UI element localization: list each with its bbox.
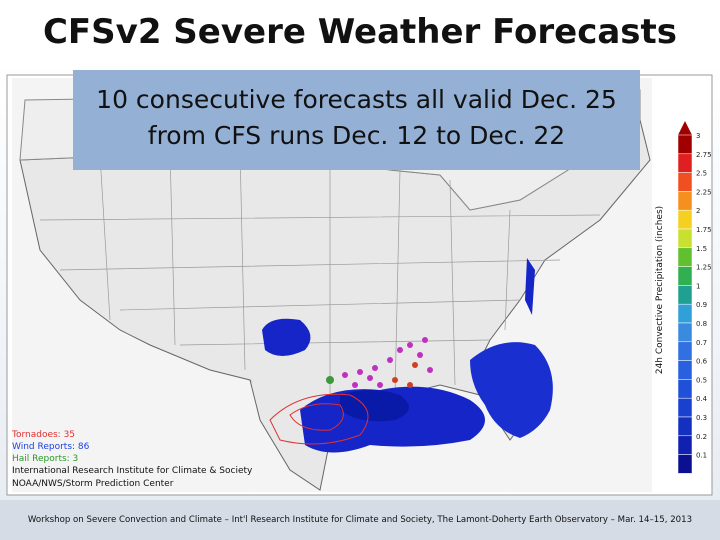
colorbar-label: 1.5 xyxy=(696,245,707,253)
storm-reports xyxy=(326,337,433,388)
colorbar-cell xyxy=(677,435,693,455)
hail-count: Hail Reports: 3 xyxy=(12,454,78,464)
colorbar-cell xyxy=(677,454,693,474)
colorbar-cell xyxy=(677,285,693,305)
colorbar-title: 24h Convective Precipitation (inches) xyxy=(655,206,665,374)
colorbar-cell xyxy=(677,209,693,230)
colorbar-label: 0.3 xyxy=(696,414,707,422)
callout-line: from CFS runs Dec. 12 to Dec. 22 xyxy=(147,121,566,150)
colorbar-label: 0.8 xyxy=(696,320,707,328)
colorbar-cell xyxy=(677,360,693,380)
colorbar-label: 2 xyxy=(696,207,700,215)
colorbar-label: 1.25 xyxy=(696,264,712,272)
colorbar-label: 0.5 xyxy=(696,376,707,384)
colorbar-label: 0.6 xyxy=(696,358,708,366)
colorbar-label: 0.9 xyxy=(696,301,707,309)
colorbar-label: 2.75 xyxy=(696,151,712,159)
footer: Workshop on Severe Convection and Climat… xyxy=(0,500,720,540)
colorbar-cell xyxy=(677,228,693,249)
colorbar-cell xyxy=(677,379,693,399)
callout: 10 consecutive forecasts all valid Dec. … xyxy=(73,70,640,170)
colorbar-cell xyxy=(677,153,693,173)
colorbar-cell xyxy=(677,172,693,192)
colorbar-label: 0.2 xyxy=(696,433,707,441)
colorbar-label: 0.7 xyxy=(696,339,707,347)
credit: International Research Institute for Cli… xyxy=(12,466,253,476)
tornado-count: Tornadoes: 35 xyxy=(11,430,75,440)
colorbar-label: 1 xyxy=(696,282,700,290)
colorbar-cell xyxy=(677,247,693,267)
colorbar-cell xyxy=(677,266,693,286)
credit: NOAA/NWS/Storm Prediction Center xyxy=(12,479,174,489)
colorbar-label: 2.5 xyxy=(696,170,707,178)
colorbar-label: 0.1 xyxy=(696,452,707,460)
colorbar-cell xyxy=(677,322,693,343)
wind-count: Wind Reports: 86 xyxy=(12,442,90,452)
precip-areas xyxy=(262,258,553,453)
state-borders xyxy=(39,149,601,400)
colorbar-cap xyxy=(678,121,692,135)
colorbar-label: 2.25 xyxy=(696,188,712,196)
colorbar-cell xyxy=(677,191,693,211)
colorbar-cell xyxy=(677,303,693,324)
contours xyxy=(269,393,369,445)
colorbar-cell xyxy=(677,397,693,418)
colorbar-label: 1.75 xyxy=(696,226,712,234)
slide-title: CFSv2 Severe Weather Forecasts xyxy=(42,12,678,52)
colorbar: 3 2.75 2.5 2.25 2 1.75 1.5 1.25 1 0.9 0.8 0.7 0.6 0.5… xyxy=(677,121,712,474)
callout-line: 10 consecutive forecasts all valid Dec. … xyxy=(96,85,617,114)
colorbar-cell xyxy=(677,416,693,437)
colorbar-label: 3 xyxy=(696,132,700,140)
colorbar-cell xyxy=(677,134,693,155)
colorbar-cell xyxy=(677,341,693,361)
colorbar-label: 0.4 xyxy=(696,395,708,403)
